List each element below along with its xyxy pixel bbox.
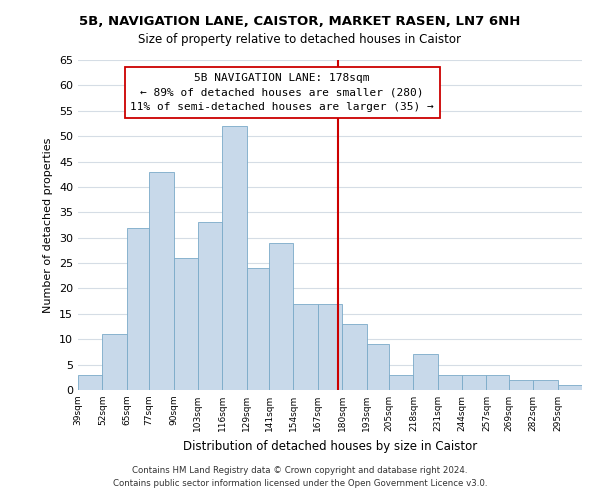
Text: 5B NAVIGATION LANE: 178sqm
← 89% of detached houses are smaller (280)
11% of sem: 5B NAVIGATION LANE: 178sqm ← 89% of deta…: [130, 72, 434, 112]
Bar: [269, 243, 293, 390]
Text: 5B, NAVIGATION LANE, CAISTOR, MARKET RASEN, LN7 6NH: 5B, NAVIGATION LANE, CAISTOR, MARKET RAS…: [79, 15, 521, 28]
Bar: [149, 172, 173, 390]
Bar: [533, 380, 557, 390]
Bar: [247, 268, 269, 390]
Bar: [173, 258, 198, 390]
Bar: [127, 228, 149, 390]
Bar: [342, 324, 367, 390]
Bar: [103, 334, 127, 390]
Bar: [557, 385, 582, 390]
Bar: [462, 375, 487, 390]
Bar: [509, 380, 533, 390]
Bar: [198, 222, 222, 390]
Bar: [487, 375, 509, 390]
Bar: [318, 304, 342, 390]
Y-axis label: Number of detached properties: Number of detached properties: [43, 138, 53, 312]
Bar: [293, 304, 318, 390]
Bar: [413, 354, 438, 390]
Bar: [222, 126, 247, 390]
Bar: [438, 375, 462, 390]
Bar: [78, 375, 103, 390]
X-axis label: Distribution of detached houses by size in Caistor: Distribution of detached houses by size …: [183, 440, 477, 452]
Text: Contains HM Land Registry data © Crown copyright and database right 2024.
Contai: Contains HM Land Registry data © Crown c…: [113, 466, 487, 487]
Bar: [389, 375, 413, 390]
Text: Size of property relative to detached houses in Caistor: Size of property relative to detached ho…: [139, 32, 461, 46]
Bar: [367, 344, 389, 390]
